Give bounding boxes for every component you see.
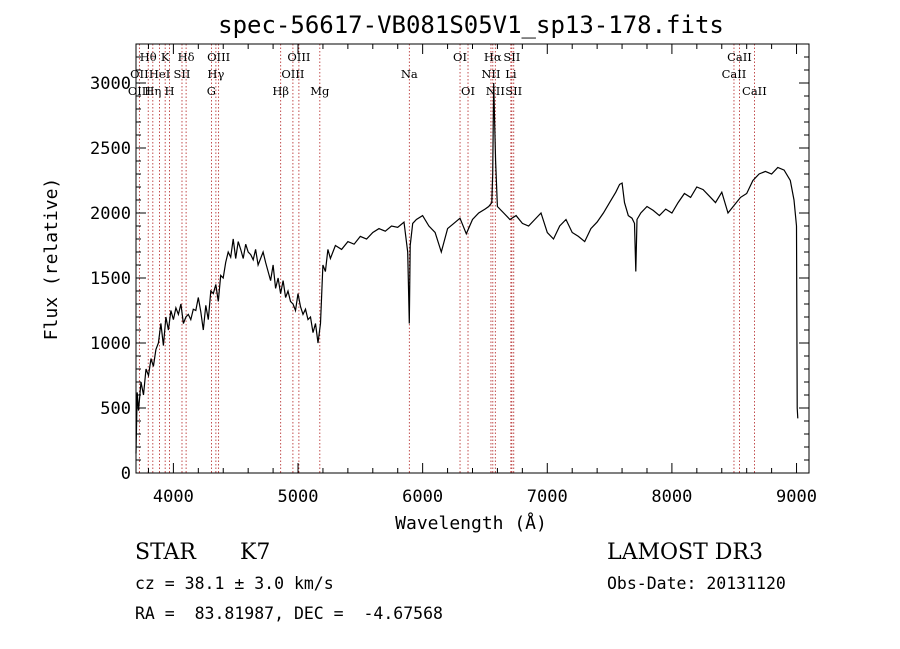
- x-tick-label: 5000: [278, 487, 319, 507]
- spectral-line-label: Na: [401, 67, 418, 81]
- x-tick-label: 9000: [776, 487, 817, 507]
- spectral-line-label: Hα: [484, 50, 502, 64]
- spectral-line-label: CaII: [727, 50, 752, 64]
- spectral-line-label: OI: [461, 84, 475, 98]
- x-tick-label: 7000: [527, 487, 568, 507]
- survey-name: LAMOST DR3: [607, 540, 763, 565]
- spectral-line-label: OIII: [128, 84, 151, 98]
- spectral-line-label: H: [165, 84, 175, 98]
- spectrum-line: [135, 82, 799, 454]
- spectral-line-label: CaII: [742, 84, 767, 98]
- spectral-line-label: K: [161, 50, 170, 64]
- spectral-line-label: SII: [174, 67, 191, 81]
- x-tick-label: 4000: [153, 487, 194, 507]
- object-subclass: K7: [240, 540, 271, 565]
- spectral-line-label: Hγ: [207, 67, 224, 81]
- x-axis-label: Wavelength (Å): [395, 512, 547, 534]
- y-axis-ticks: 0 500 1000 1500 2000 2500 3000: [90, 56, 809, 484]
- spectral-line-labels: Hθ OII OIII HeI Hη K SII H Hδ OIII Hγ G OIII OIII Hβ Mg…: [128, 50, 767, 98]
- y-tick-label: 3000: [90, 74, 131, 94]
- y-tick-label: 0: [121, 464, 131, 484]
- spectral-line-label: CaII: [722, 67, 747, 81]
- spectral-line-label: OI: [453, 50, 467, 64]
- spectral-line-label: G: [207, 84, 216, 98]
- y-axis-label: Flux (relative): [41, 178, 62, 341]
- spectral-line-label: Hβ: [272, 84, 289, 98]
- y-tick-label: 1500: [90, 269, 131, 289]
- spectral-line-label: NII: [486, 84, 505, 98]
- redshift-readout: cz = 38.1 ± 3.0 km/s: [135, 574, 334, 593]
- spectral-line-label: OIII: [287, 50, 310, 64]
- y-tick-label: 2000: [90, 204, 131, 224]
- spectral-line-label: Hη: [144, 84, 161, 98]
- object-class: STAR: [135, 540, 196, 565]
- spectral-line-label: Mg: [310, 84, 330, 98]
- spectral-line-label: HeI: [149, 67, 170, 81]
- x-tick-label: 8000: [651, 487, 692, 507]
- spectral-line-label: OIII: [207, 50, 230, 64]
- coordinates: RA = 83.81987, DEC = -4.67568: [135, 604, 443, 623]
- y-tick-label: 500: [100, 399, 131, 419]
- spectral-line-label: OII: [130, 67, 149, 81]
- spectral-line-label: Li: [505, 67, 517, 81]
- spectral-line-label: Hδ: [178, 50, 195, 64]
- spectral-line-label: OIII: [281, 67, 304, 81]
- spectral-line-label: Hθ: [140, 50, 157, 64]
- chart-title: spec-56617-VB081S05V1_sp13-178.fits: [218, 11, 724, 39]
- spectral-line-markers: [138, 44, 755, 473]
- y-tick-label: 2500: [90, 139, 131, 159]
- y-tick-label: 1000: [90, 334, 131, 354]
- obs-date: Obs-Date: 20131120: [607, 574, 786, 593]
- spectral-line-label: SII: [503, 50, 520, 64]
- x-tick-label: 6000: [402, 487, 443, 507]
- x-axis-ticks: 4000 5000 6000 7000 8000 9000: [147, 44, 817, 507]
- spectral-line-label: SII: [505, 84, 522, 98]
- plot-frame: [135, 43, 810, 474]
- spectral-line-label: NII: [481, 67, 500, 81]
